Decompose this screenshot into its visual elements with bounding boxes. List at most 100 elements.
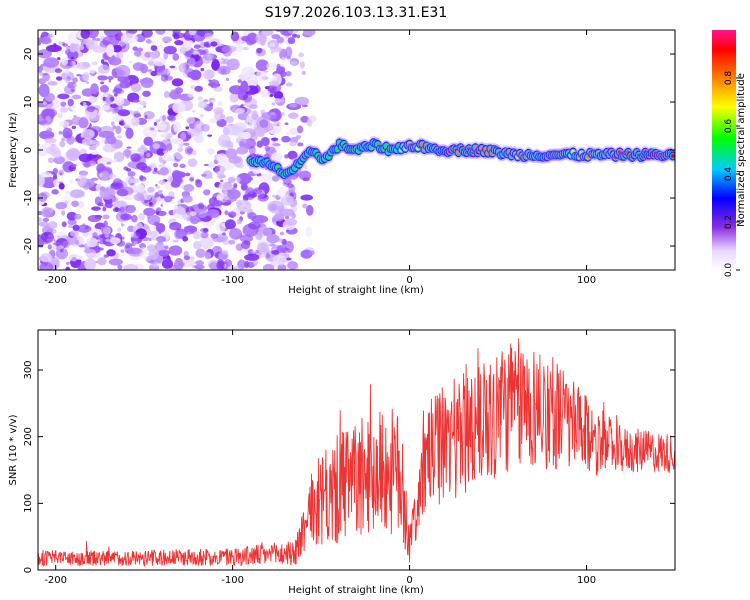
noise-blob (197, 96, 203, 101)
noise-blob (291, 33, 298, 38)
noise-blob (285, 82, 293, 87)
x-tick-label: 100 (577, 575, 596, 586)
snr-series-line (38, 338, 675, 567)
noise-blob (112, 108, 120, 113)
noise-blob (202, 170, 213, 179)
noise-blob (172, 53, 180, 61)
noise-blob (218, 174, 227, 179)
noise-blob (127, 247, 142, 255)
noise-blob (141, 30, 153, 38)
noise-blob (146, 152, 151, 158)
noise-blob (133, 240, 138, 245)
snr-marks (38, 338, 675, 567)
noise-blob (109, 237, 121, 245)
y-tick-label: 0 (23, 147, 34, 153)
noise-blob (236, 146, 249, 155)
noise-blob (185, 172, 191, 177)
noise-blob (237, 199, 252, 213)
noise-blob (276, 63, 281, 70)
noise-blob (189, 177, 195, 182)
colorbar: 0.0 0.2 0.4 0.6 0.8 Normalized spectral ampl… (712, 30, 747, 277)
noise-blob (226, 141, 234, 150)
noise-blob (39, 262, 54, 270)
noise-blob (90, 83, 99, 95)
noise-blob (139, 63, 149, 74)
noise-blob (279, 48, 288, 61)
noise-blob (203, 69, 215, 80)
noise-blob (38, 143, 41, 147)
spectrogram-y-ticks: -20 -10 0 10 20 (23, 48, 675, 254)
noise-blob (69, 43, 77, 53)
noise-blob (203, 163, 209, 167)
noise-blob (104, 94, 109, 98)
noise-blob (78, 117, 89, 129)
noise-blob (270, 50, 274, 55)
colorbar-tick-label: 0.4 (724, 167, 734, 182)
noise-blob (158, 249, 170, 257)
noise-blob (127, 171, 136, 177)
noise-blob (216, 193, 224, 202)
noise-blob (259, 119, 269, 128)
noise-blob (119, 206, 125, 213)
noise-blob (229, 92, 239, 103)
noise-blob (244, 253, 260, 261)
noise-blob (296, 125, 304, 134)
noise-blob (183, 184, 195, 192)
noise-blob (55, 247, 69, 260)
noise-blob (82, 71, 90, 82)
noise-blob (269, 42, 276, 48)
noise-blob (100, 84, 109, 93)
noise-blob (43, 57, 60, 68)
noise-blob (70, 163, 77, 168)
noise-blob (38, 83, 50, 98)
noise-blob (61, 57, 68, 66)
spectrogram-marks (38, 30, 675, 270)
y-tick-label: 0 (23, 567, 34, 573)
noise-blob (160, 195, 165, 199)
colorbar-tick-label: 0.0 (724, 263, 734, 278)
noise-blob (41, 31, 48, 37)
noise-blob (228, 156, 241, 164)
noise-blob (67, 98, 74, 107)
noise-blob (221, 45, 237, 53)
noise-blob (159, 167, 169, 176)
noise-blob (179, 163, 186, 169)
colorbar-tick-label: 0.8 (724, 71, 734, 86)
noise-blob (42, 101, 47, 106)
noise-blob (156, 210, 167, 216)
noise-blob (211, 199, 223, 207)
noise-blob (85, 39, 99, 51)
noise-blob (287, 37, 296, 45)
noise-blob (161, 258, 173, 269)
noise-blob (236, 172, 252, 185)
noise-blob (143, 192, 152, 201)
noise-blob (57, 93, 70, 100)
noise-blob (166, 114, 175, 121)
noise-blob (55, 76, 63, 81)
noise-blob (40, 171, 53, 178)
noise-blob (226, 58, 240, 71)
noise-blob (248, 104, 258, 110)
noise-blob (76, 73, 82, 77)
noise-blob (271, 249, 280, 255)
noise-blob (227, 189, 241, 200)
noise-blob (113, 85, 123, 94)
noise-blob (274, 47, 281, 53)
noise-blob (65, 261, 70, 265)
noise-blob (285, 71, 292, 77)
noise-blob (73, 83, 78, 87)
noise-blob (75, 255, 84, 260)
noise-blob (67, 218, 77, 226)
noise-blob (144, 256, 152, 262)
noise-blob (190, 256, 195, 260)
noise-blob (170, 201, 175, 205)
noise-blob (267, 200, 285, 214)
noise-blob (306, 119, 313, 127)
noise-blob (267, 123, 274, 131)
noise-blob (222, 239, 229, 246)
noise-blob (112, 178, 123, 189)
noise-blob (117, 135, 122, 139)
noise-blob (192, 240, 202, 250)
noise-blob (185, 126, 190, 130)
noise-blob (143, 104, 147, 108)
